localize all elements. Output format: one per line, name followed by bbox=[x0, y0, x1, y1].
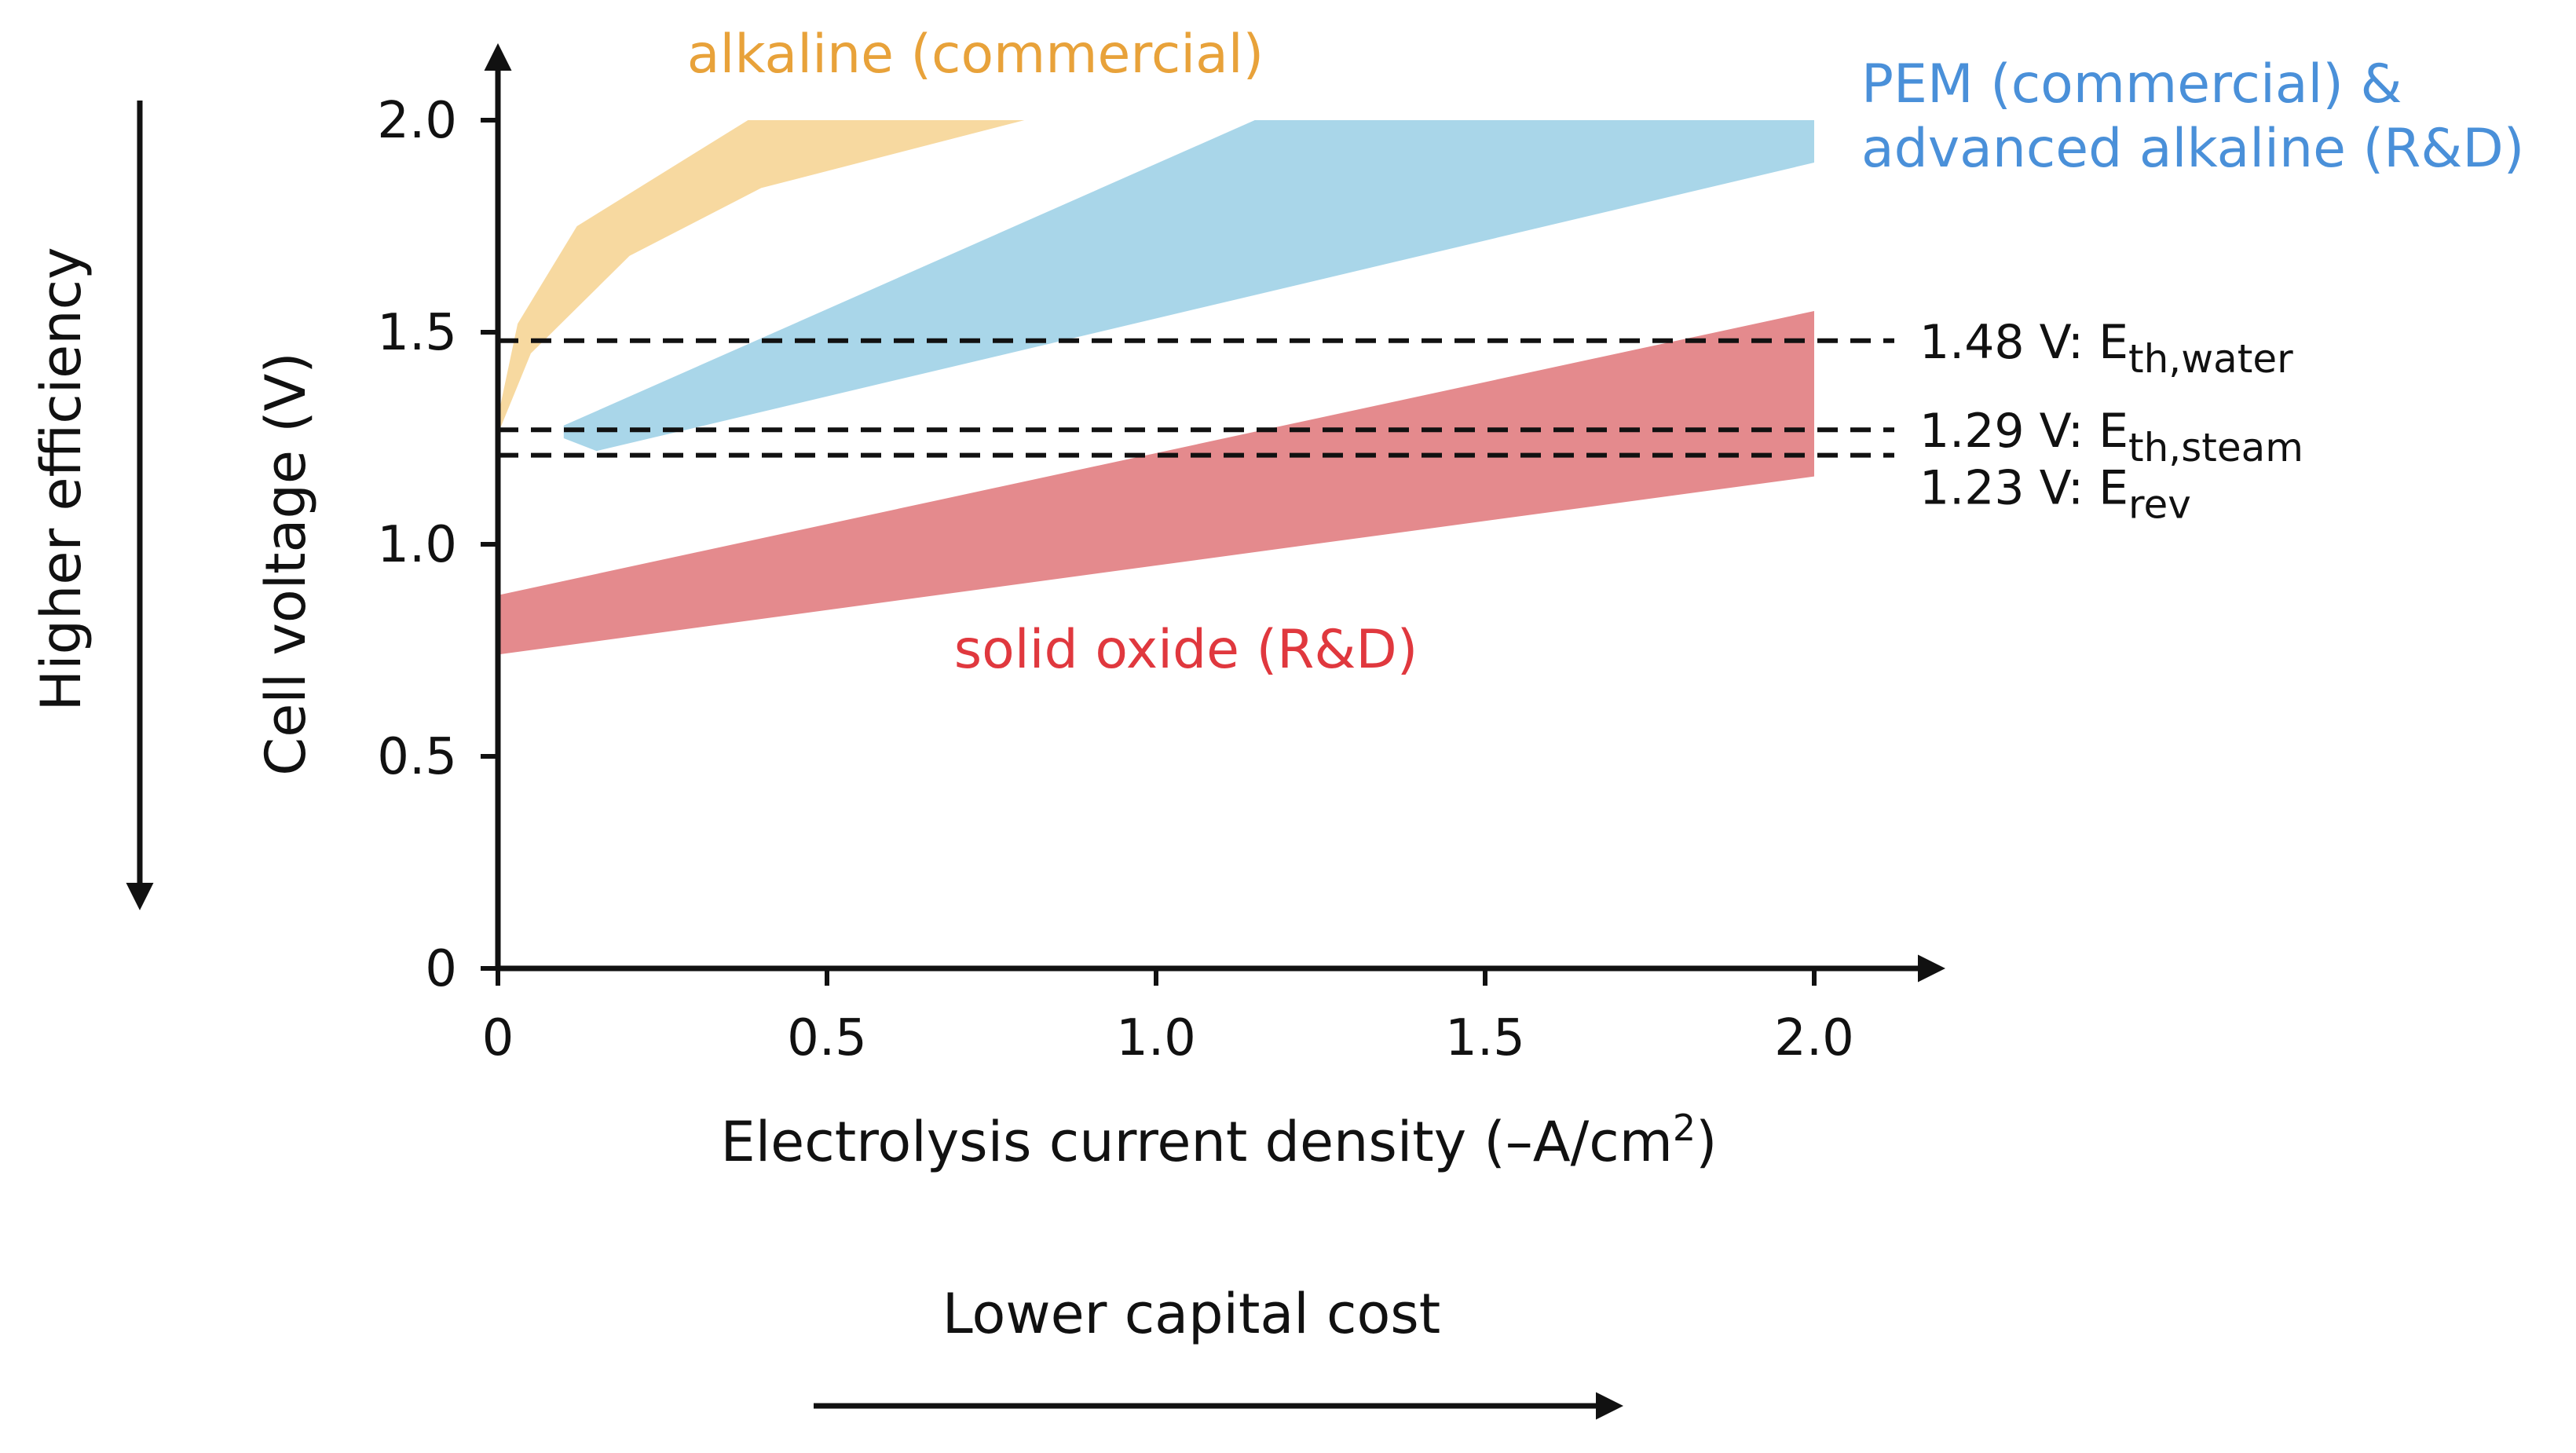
x-tick-label: 0.5 bbox=[787, 1009, 867, 1067]
solid-oxide-band bbox=[498, 311, 1814, 655]
x-tick-label: 1.0 bbox=[1116, 1009, 1196, 1067]
reference-label-1: 1.29 V: Eth,steam bbox=[1919, 404, 2303, 470]
legend-pem-label: PEM (commercial) & bbox=[1861, 53, 2402, 115]
y-tick-label: 1.0 bbox=[377, 516, 457, 574]
x-tick-label: 2.0 bbox=[1774, 1009, 1854, 1067]
axes bbox=[484, 43, 1945, 983]
alkaline-band bbox=[498, 120, 1025, 434]
legend-pem-label-line2: advanced alkaline (R&D) bbox=[1861, 118, 2524, 180]
y-tick-label: 1.5 bbox=[377, 304, 457, 362]
x-tick-label: 1.5 bbox=[1445, 1009, 1525, 1067]
pem-band bbox=[563, 120, 1814, 452]
band-label-layer: alkaline (commercial) PEM (commercial) &… bbox=[687, 24, 2525, 681]
x-axis-title: Electrolysis current density (–A/cm2) bbox=[721, 1107, 1718, 1174]
y-tick-label: 0 bbox=[425, 940, 457, 998]
legend-alkaline-label: alkaline (commercial) bbox=[687, 24, 1264, 86]
efficiency-annotation: Higher efficiency bbox=[29, 101, 154, 910]
x-tick-layer: 0 0.5 1.0 1.5 2.0 bbox=[482, 968, 1854, 1067]
y-axis-title: Cell voltage (V) bbox=[254, 352, 318, 775]
y-tick-label: 0.5 bbox=[377, 728, 457, 786]
capital-cost-annotation: Lower capital cost bbox=[814, 1282, 1623, 1420]
y-tick-label: 2.0 bbox=[377, 92, 457, 150]
x-tick-label: 0 bbox=[482, 1009, 514, 1067]
efficiency-label: Higher efficiency bbox=[29, 247, 93, 711]
reference-label-2: 1.23 V: Erev bbox=[1919, 461, 2191, 528]
y-tick-layer: 0 0.5 1.0 1.5 2.0 bbox=[377, 92, 498, 998]
legend-solid-oxide-label: solid oxide (R&D) bbox=[954, 619, 1418, 681]
capital-cost-label: Lower capital cost bbox=[942, 1282, 1440, 1346]
reference-label-0: 1.48 V: Eth,water bbox=[1919, 315, 2293, 382]
band-layer bbox=[498, 120, 1814, 655]
